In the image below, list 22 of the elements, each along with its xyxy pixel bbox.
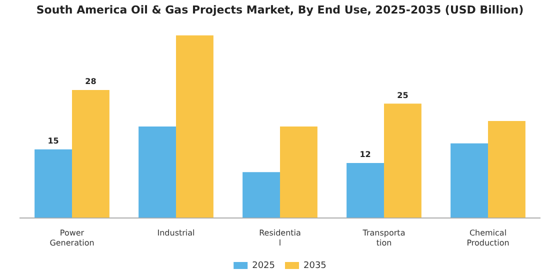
chart-title: South America Oil & Gas Projects Market, By End Use, 2025-2035 (USD Billion): [36, 3, 524, 16]
bar: [138, 126, 176, 218]
bar: [72, 90, 110, 218]
bar: [488, 121, 526, 218]
bar: [384, 104, 422, 218]
bar: [34, 149, 72, 218]
data-label: 12: [360, 150, 371, 160]
x-tick-label: Power Generation: [50, 228, 94, 248]
x-tick-label: Industrial: [157, 228, 195, 238]
x-tick-label: Residentia l: [259, 228, 302, 248]
data-label: 15: [48, 136, 60, 146]
x-tick-label: Chemical Production: [466, 228, 510, 248]
data-label: 25: [397, 90, 409, 100]
x-tick-label: Transporta tion: [362, 228, 406, 248]
bar: [242, 172, 280, 218]
bar: [280, 126, 318, 218]
bar: [450, 143, 488, 218]
data-label: 28: [85, 77, 97, 86]
legend-label: 2025: [252, 260, 275, 271]
bar: [176, 35, 214, 218]
legend-label: 2035: [304, 260, 326, 271]
bar: [346, 163, 384, 218]
